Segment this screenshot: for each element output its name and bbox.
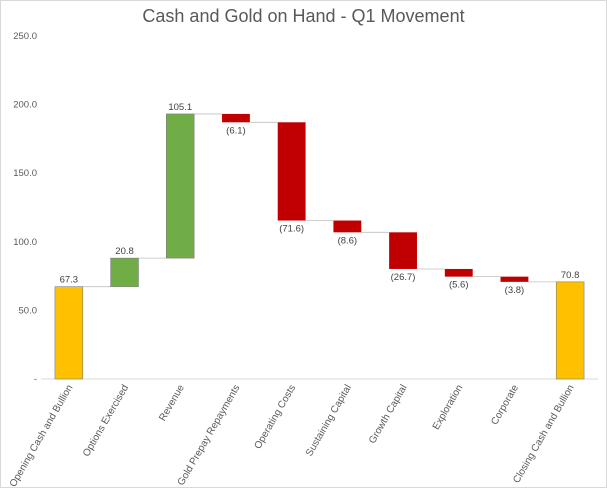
bar (222, 113, 250, 123)
bars (54, 113, 585, 380)
data-labels: 67.3 20.8 105.1 (6.1) (71.6) (8.6) (26.7) (5.6)… (60, 102, 580, 296)
x-tick-label: Options Exercised (81, 383, 131, 459)
chart-title: Cash and Gold on Hand - Q1 Movement (142, 6, 465, 26)
x-tick-label: Gold Prepay Repayments (176, 383, 243, 487)
y-tick-label: 100.0 (13, 237, 37, 248)
x-tick-label: Opening Cash and Bullion (8, 383, 76, 487)
bar (166, 113, 195, 259)
bar (389, 232, 417, 269)
x-tick-label: Exploration (431, 383, 466, 432)
x-tick-label: Closing Cash and Bullion (511, 383, 576, 485)
bar (444, 268, 473, 277)
x-tick-label: Revenue (157, 383, 187, 424)
category-labels: Opening Cash and Bullion Options Exercise… (8, 383, 577, 487)
data-label: 70.8 (561, 270, 580, 281)
data-label: 67.3 (60, 275, 79, 286)
x-tick-label: Corporate (489, 383, 521, 427)
bar (277, 122, 306, 221)
data-label: (5.6) (449, 280, 469, 291)
y-tick-label: 200.0 (13, 100, 37, 111)
y-tick-label: 250.0 (13, 31, 37, 42)
y-tick-label: 150.0 (13, 168, 37, 179)
data-label: 20.8 (115, 246, 134, 257)
x-tick-label: Sustaining Capital (304, 383, 354, 458)
data-label: 105.1 (168, 102, 192, 113)
x-tick-label: Operating Costs (253, 383, 299, 451)
data-label: (71.6) (279, 224, 304, 235)
connector-lines (82, 113, 557, 288)
y-tick-label: - (34, 374, 37, 385)
x-tick-label: Growth Capital (367, 383, 410, 446)
bar (500, 276, 529, 282)
y-tick-label: 50.0 (19, 305, 38, 316)
bar (54, 286, 84, 380)
data-label: (6.1) (226, 125, 246, 136)
bar (333, 220, 362, 233)
data-label: (26.7) (391, 272, 416, 283)
data-label: (3.8) (505, 285, 525, 296)
data-label: (8.6) (338, 235, 358, 246)
bar (110, 257, 139, 287)
bar (555, 281, 585, 380)
axes: - 50.0 100.0 150.0 200.0 250.0 (13, 31, 598, 385)
